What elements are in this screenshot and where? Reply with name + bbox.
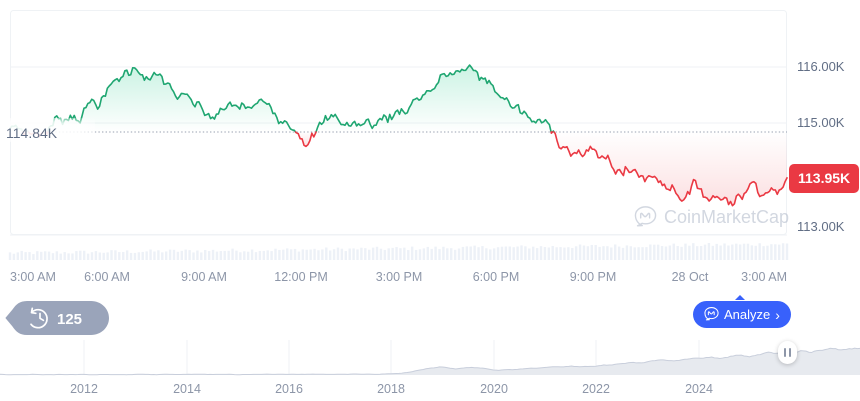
svg-text:125: 125 bbox=[57, 311, 82, 328]
